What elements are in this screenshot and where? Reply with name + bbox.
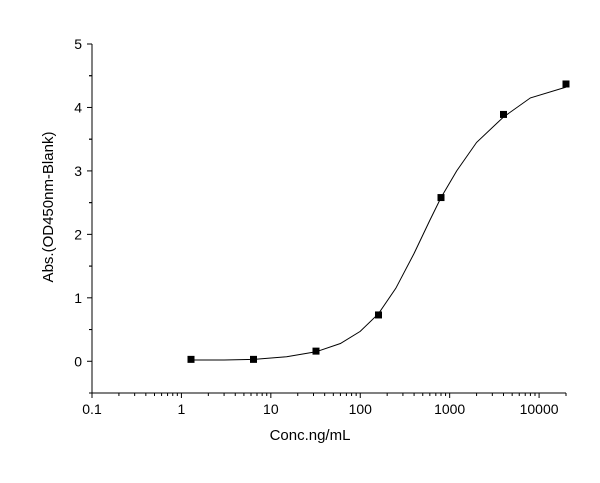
fit-curve — [191, 86, 567, 361]
y-tick-label: 2 — [74, 226, 82, 242]
data-point — [250, 355, 258, 363]
data-point — [375, 311, 383, 319]
x-tick-label: 1 — [178, 401, 186, 417]
data-point — [437, 194, 445, 202]
y-tick-label: 0 — [74, 353, 82, 369]
y-tick-label: 1 — [74, 290, 82, 306]
x-tick-label: 1000 — [434, 401, 465, 417]
axes: 0 1 2 3 4 5 0.1 1 10 100 1000 10000 — [74, 36, 567, 417]
y-axis-label: Abs.(OD450nm-Blank) — [40, 132, 57, 283]
data-point — [187, 355, 195, 363]
data-point — [562, 80, 570, 88]
x-tick-label: 10000 — [520, 401, 559, 417]
y-tick-label: 5 — [74, 36, 82, 52]
x-tick-label: 10 — [263, 401, 279, 417]
data-points-layer — [187, 80, 570, 363]
data-point — [312, 347, 320, 355]
data-point — [500, 110, 508, 118]
y-tick-label: 3 — [74, 163, 82, 179]
x-tick-label: 100 — [349, 401, 373, 417]
x-tick-label: 0.1 — [82, 401, 102, 417]
y-tick-label: 4 — [74, 99, 82, 115]
fit-curve-layer — [191, 86, 567, 361]
x-axis-label: Conc.ng/mL — [270, 427, 351, 444]
